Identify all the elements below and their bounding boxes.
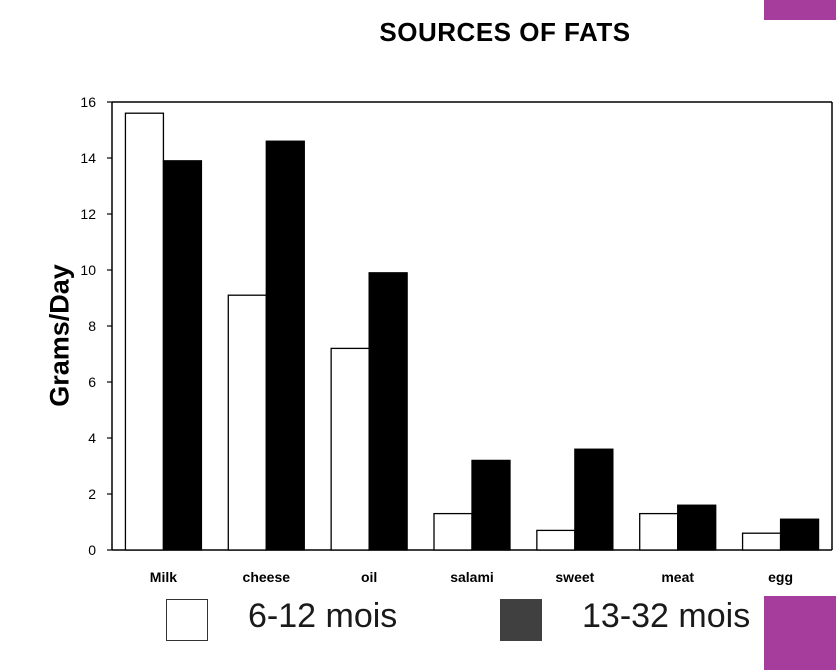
x-category-label: cheese (243, 569, 291, 585)
legend-label-13-32-mois: 13-32 mois (582, 597, 751, 635)
bar-sweet-6-12 (536, 529, 576, 551)
bar-sweet-13-32 (574, 448, 614, 551)
chart-title: SOURCES OF FATS (379, 17, 631, 47)
accent-shape-top (764, 0, 836, 20)
bar-cheese-13-32 (265, 140, 305, 551)
bar-cheese-6-12 (227, 294, 267, 551)
x-category-label: egg (768, 569, 793, 585)
bars (124, 112, 820, 551)
bar-meat-6-12 (639, 512, 679, 551)
bar-meat-13-32 (677, 504, 717, 551)
bar-milk-6-12 (124, 112, 165, 551)
bar-oil-6-12 (330, 347, 370, 551)
y-tick-label: 4 (88, 430, 96, 446)
bar-egg-6-12 (741, 532, 782, 551)
y-tick-label: 6 (88, 374, 96, 390)
x-category-label: meat (661, 569, 694, 585)
y-tick-label: 16 (80, 94, 96, 110)
accent-shape-bottom (764, 596, 836, 670)
x-category-label: sweet (555, 569, 594, 585)
y-tick-label: 0 (88, 542, 96, 558)
legend-swatch-13-32-mois (500, 599, 542, 641)
bar-salami-13-32 (471, 459, 511, 551)
x-category-label: oil (361, 569, 377, 585)
x-category-label: Milk (150, 569, 177, 585)
legend: 6-12 mois 13-32 mois (0, 597, 836, 670)
legend-label-6-12-mois: 6-12 mois (248, 597, 398, 635)
bar-salami-6-12 (433, 512, 473, 551)
y-tick-label: 10 (80, 262, 96, 278)
y-tick-label: 12 (80, 206, 96, 222)
bar-milk-13-32 (162, 160, 203, 551)
y-axis-ticks: 0 2 4 6 8 10 12 14 16 (80, 94, 112, 558)
x-axis-category-labels: Milk cheese oil salami sweet meat egg (150, 569, 793, 585)
bar-oil-13-32 (368, 272, 408, 551)
legend-swatch-6-12-mois (166, 599, 208, 641)
y-tick-label: 8 (88, 318, 96, 334)
x-category-label: salami (450, 569, 494, 585)
y-tick-label: 2 (88, 486, 96, 502)
y-tick-label: 14 (80, 150, 96, 166)
bar-egg-13-32 (779, 518, 820, 551)
bar-chart: 0 2 4 6 8 10 12 14 16 Milk cheese oil salami sweet me… (80, 94, 833, 585)
